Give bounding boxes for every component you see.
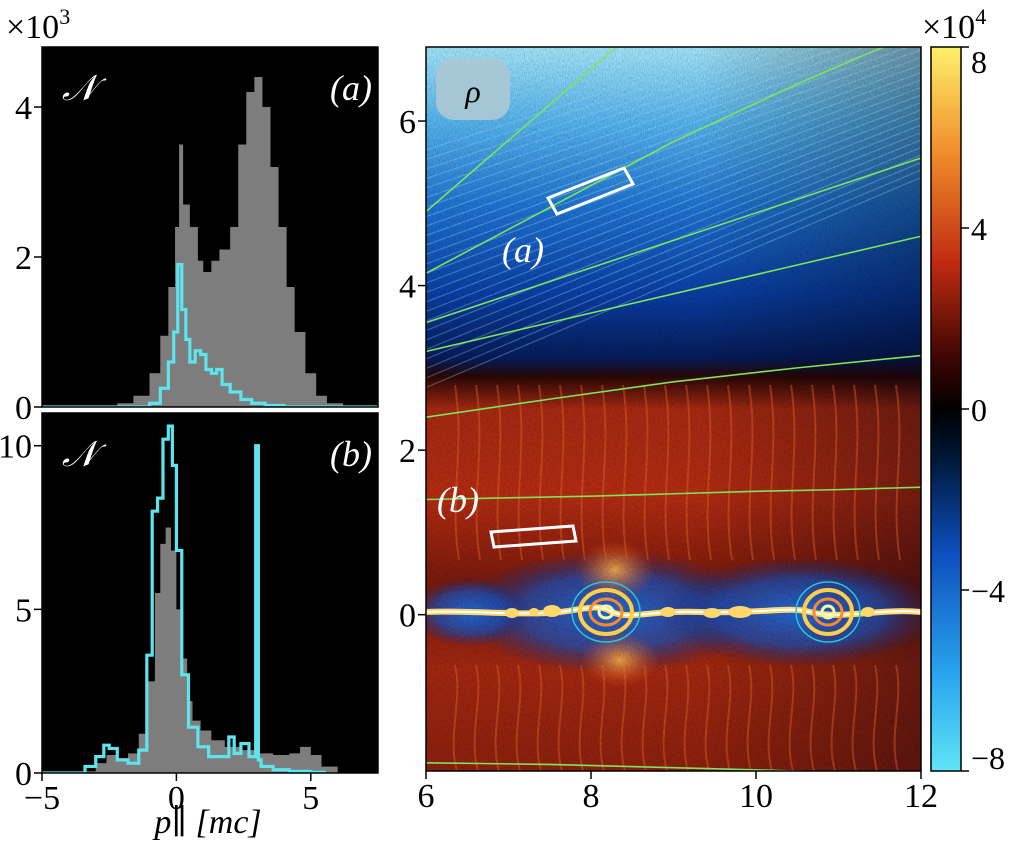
field-line — [426, 486, 921, 501]
hist-a-frame — [41, 46, 379, 408]
hist-b-series-selected — [42, 424, 326, 773]
colorbar-tick-label: 4 — [971, 211, 987, 247]
hist-a-series-all — [42, 77, 344, 407]
density-map-xticks: 6 8 10 12 — [418, 771, 938, 815]
density-map-rho-label: ρ — [464, 73, 480, 109]
ytick-label: 4 — [399, 269, 416, 306]
hist-b-panel-label: (b) — [330, 434, 372, 474]
xtick-label: 10 — [739, 778, 773, 815]
field-line — [426, 47, 618, 213]
xtick-label: 8 — [583, 778, 600, 815]
xtick-label: −5 — [24, 780, 60, 817]
density-map-plasmoid-1 — [571, 581, 641, 643]
density-map-field-lines — [426, 47, 921, 771]
xtick-label: 12 — [904, 778, 938, 815]
colorbar-tick-label: −8 — [971, 740, 1005, 776]
hist-a-series-selected — [42, 262, 378, 407]
density-map-box-b — [489, 524, 578, 549]
density-map-small-islands — [505, 605, 875, 618]
density-map-panel: (a) (b) ρ 0 2 4 6 6 8 10 12 — [399, 46, 938, 815]
colorbar: −8 −4 0 4 8 ×104 — [922, 4, 1005, 776]
hist-a-panel: 024 𝒩 (a) ×103 — [6, 4, 379, 427]
hist-a-scale-label: ×103 — [6, 4, 70, 46]
colorbar-tick-label: 0 — [971, 392, 987, 428]
hist-b-yticks: 0 5 10 — [0, 429, 42, 793]
density-map-box-b-label: (b) — [437, 480, 479, 520]
density-map-plasmoid-2 — [795, 581, 861, 643]
density-map-rho-badge — [436, 58, 510, 120]
hist-b-background — [42, 413, 378, 773]
ytick-label: 6 — [399, 104, 416, 141]
ytick-label: 0 — [15, 756, 32, 793]
field-line — [426, 47, 885, 274]
xtick-label: 0 — [168, 780, 185, 817]
field-line — [426, 235, 921, 353]
hist-a-yticks: 0 2 4 — [15, 90, 42, 427]
hist-b-xticks: −5 0 5 — [24, 773, 319, 817]
density-map-box-a-label: (a) — [502, 230, 544, 270]
density-map-frame — [425, 46, 922, 772]
xtick-label: 5 — [302, 780, 319, 817]
ytick-label: 10 — [0, 429, 32, 466]
hist-a-panel-label: (a) — [330, 68, 372, 108]
colorbar-scale — [930, 46, 962, 772]
xtick-label: 6 — [418, 778, 435, 815]
ytick-label: 5 — [15, 592, 32, 629]
ytick-label: 2 — [399, 433, 416, 470]
density-map-yticks: 0 2 4 6 — [399, 104, 426, 635]
ytick-label: 2 — [15, 240, 32, 277]
field-line — [426, 157, 921, 324]
hist-b-frame — [41, 412, 379, 774]
colorbar-tick-label: 8 — [971, 44, 987, 80]
ytick-label: 4 — [15, 90, 32, 127]
density-map-noise — [426, 47, 921, 771]
ytick-label: 0 — [15, 390, 32, 427]
colorbar-scale-label: ×104 — [922, 4, 986, 46]
density-map-box-a — [545, 166, 636, 216]
colorbar-ticks: −8 −4 0 4 8 — [961, 44, 1005, 776]
colorbar-tick-label: −4 — [971, 573, 1005, 609]
ytick-label: 0 — [399, 598, 416, 635]
field-line — [426, 761, 822, 771]
hist-b-xlabel: p∥ [mc] — [152, 804, 261, 841]
field-line — [426, 354, 921, 419]
